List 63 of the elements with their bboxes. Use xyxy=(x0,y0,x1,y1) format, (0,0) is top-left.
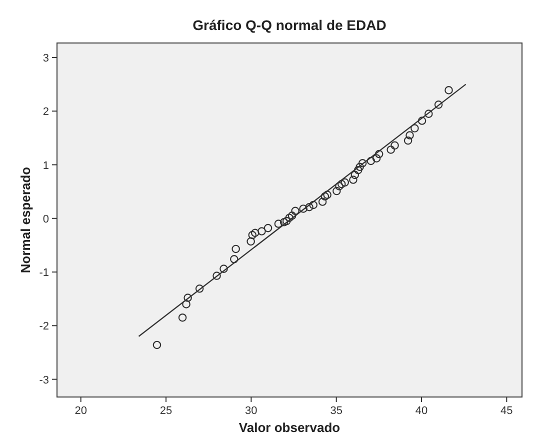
y-tick-label: 3 xyxy=(42,52,49,64)
x-tick-label: 20 xyxy=(74,405,87,417)
point xyxy=(424,110,433,118)
point xyxy=(178,313,187,322)
point xyxy=(434,100,443,109)
point xyxy=(320,192,330,201)
point xyxy=(212,272,221,280)
y-tick-label: 0 xyxy=(42,213,49,226)
y-tick-label: 2 xyxy=(42,106,49,118)
point xyxy=(323,190,332,199)
point xyxy=(230,255,238,264)
point xyxy=(274,220,283,228)
x-tick-label: 45 xyxy=(500,405,513,417)
point xyxy=(358,158,367,168)
x-axis-title: Valor observado xyxy=(238,420,340,435)
point xyxy=(152,340,162,350)
y-tick-label: -2 xyxy=(39,320,49,333)
chart-title: Gráfico Q-Q normal de EDAD xyxy=(192,17,386,33)
point xyxy=(354,166,362,174)
point xyxy=(386,146,395,154)
point xyxy=(390,141,399,150)
point xyxy=(184,294,192,302)
point xyxy=(337,180,346,188)
y-tick-label: -3 xyxy=(39,374,49,386)
x-tick-label: 25 xyxy=(160,405,172,417)
point xyxy=(291,206,300,216)
point xyxy=(250,228,260,238)
x-tick-label: 30 xyxy=(245,405,258,417)
point xyxy=(248,230,257,240)
point xyxy=(264,224,272,232)
point xyxy=(258,227,266,236)
point xyxy=(340,178,350,187)
point xyxy=(182,300,190,308)
point xyxy=(318,198,327,206)
point xyxy=(288,212,296,220)
point xyxy=(406,131,414,140)
point xyxy=(366,156,376,166)
point xyxy=(220,264,228,273)
point xyxy=(349,176,358,184)
point xyxy=(335,182,344,190)
point xyxy=(356,162,364,172)
point xyxy=(332,186,341,196)
y-tick-label: -1 xyxy=(39,267,49,280)
point xyxy=(305,202,314,212)
point xyxy=(195,284,204,293)
point xyxy=(299,204,308,213)
point xyxy=(285,214,294,222)
point xyxy=(410,124,419,132)
point xyxy=(246,237,255,246)
point xyxy=(309,200,318,210)
x-tick-label: 40 xyxy=(415,405,428,417)
point xyxy=(350,170,360,180)
point xyxy=(444,86,453,94)
point xyxy=(404,136,412,145)
y-axis-title: Normal esperado xyxy=(18,166,33,274)
x-tick-label: 35 xyxy=(330,405,342,417)
point xyxy=(232,244,240,254)
point xyxy=(374,150,384,158)
point xyxy=(418,116,426,125)
point xyxy=(280,218,288,226)
point xyxy=(372,154,381,162)
y-tick-label: 1 xyxy=(42,160,49,172)
point xyxy=(282,216,291,226)
